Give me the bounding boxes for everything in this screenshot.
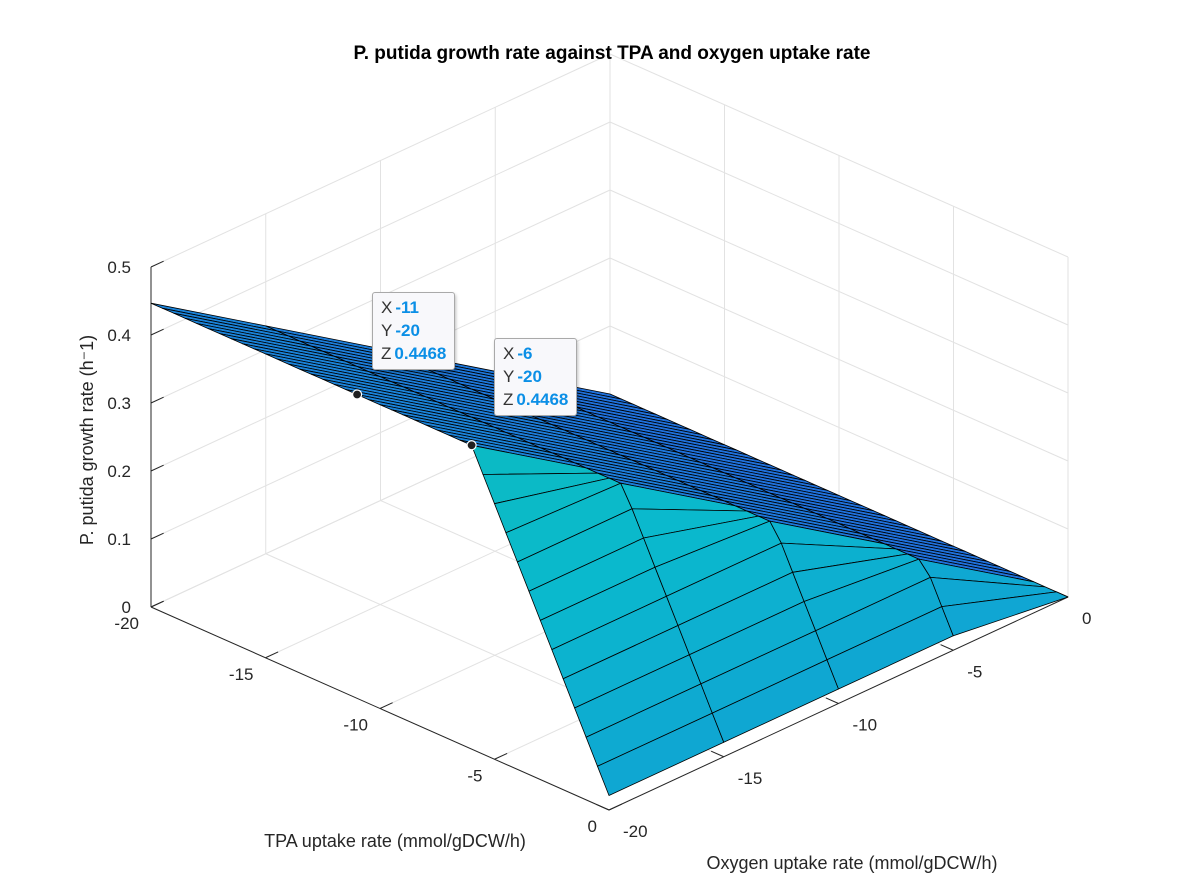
datatip-2-z: 0.4468 [516, 390, 569, 409]
y-tick-mark [596, 803, 610, 811]
x-tick-mark [608, 803, 622, 811]
grid-line [150, 53, 611, 268]
z-tick-mark [150, 260, 164, 268]
y-tick-label: -5 [967, 662, 982, 681]
x-axis-label: TPA uptake rate (mmol/gDCW/h) [264, 831, 526, 851]
y-tick-label: 0 [1082, 609, 1091, 628]
datatip-2-y: -20 [517, 367, 542, 386]
axis-layer [150, 260, 1069, 811]
z-axis-label: P. putida growth rate (h⁻1) [77, 335, 97, 545]
x-tick-mark [379, 702, 393, 709]
y-tick-mark [825, 697, 839, 704]
datatip-1-y: -20 [395, 321, 420, 340]
surface-patch [941, 591, 1069, 637]
x-tick-label: -5 [467, 766, 482, 785]
z-tick-label: 0.3 [107, 394, 131, 413]
y-tick-mark [710, 750, 724, 758]
y-tick-label: -20 [623, 822, 648, 841]
surface-layer [150, 302, 1069, 796]
grid-line [609, 121, 1069, 326]
z-tick-mark [150, 532, 164, 540]
datatip-marker-1 [352, 389, 363, 400]
grid-line [609, 257, 1069, 462]
datatip-1[interactable]: X -11 Y -20 Z 0.4468 [372, 292, 456, 370]
z-tick-label: 0.4 [107, 326, 131, 345]
grid-line [609, 189, 1069, 394]
z-tick-label: 0.5 [107, 258, 131, 277]
x-tick-mark [265, 651, 279, 659]
x-tick-label: -10 [343, 716, 368, 735]
y-tick-mark [940, 644, 954, 651]
z-tick-label: 0.2 [107, 462, 131, 481]
datatip-1-z: 0.4468 [394, 344, 447, 363]
datatip-2-x: -6 [517, 344, 533, 363]
z-tick-mark [150, 464, 164, 472]
z-tick-mark [150, 328, 164, 336]
y-tick-label: -15 [738, 769, 763, 788]
z-tick-label: 0 [122, 598, 131, 617]
datatip-marker-2 [466, 440, 477, 451]
datatip-markers [352, 389, 477, 451]
datatip-2[interactable]: X -6 Y -20 Z 0.4468 [494, 338, 578, 416]
grid-line [150, 121, 611, 336]
x-tick-label: -15 [229, 665, 254, 684]
x-tick-mark [494, 752, 508, 760]
x-tick-label: 0 [588, 817, 597, 836]
z-tick-label: 0.1 [107, 530, 131, 549]
y-axis-label: Oxygen uptake rate (mmol/gDCW/h) [706, 853, 997, 873]
z-tick-mark [150, 396, 164, 404]
x-tick-label: -20 [114, 614, 139, 633]
grid-line [609, 325, 1069, 530]
y-tick-label: -10 [853, 716, 878, 735]
datatip-1-x: -11 [395, 298, 419, 317]
chart-title: P. putida growth rate against TPA and ox… [354, 43, 871, 64]
z-tick-mark [150, 600, 164, 608]
grid-line [609, 53, 1069, 258]
